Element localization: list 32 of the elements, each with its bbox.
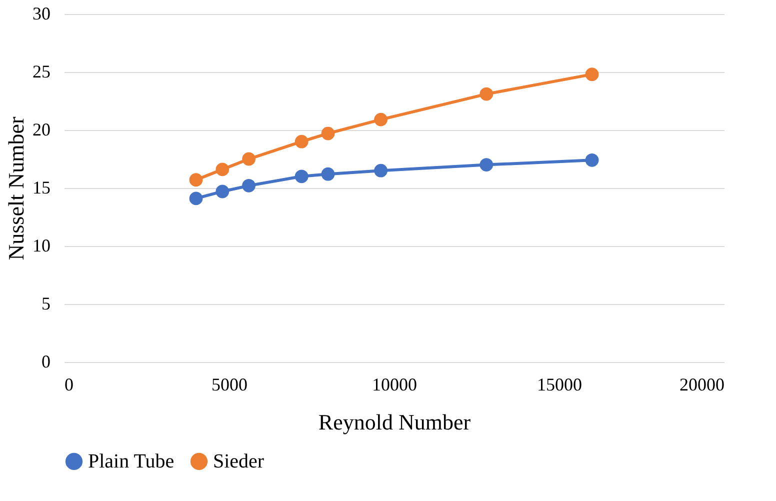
- point: [585, 153, 599, 167]
- x-tick-label: 15000: [537, 374, 582, 394]
- point: [585, 68, 599, 82]
- point: [242, 178, 256, 192]
- y-tick-label: 30: [32, 4, 50, 24]
- point: [242, 152, 256, 166]
- point: [189, 173, 203, 187]
- legend-label: Sieder: [213, 450, 264, 472]
- x-tick-label: 20000: [680, 374, 724, 394]
- point: [294, 170, 308, 184]
- y-tick-label: 0: [42, 352, 50, 372]
- x-axis-title: Reynold Number: [318, 410, 472, 434]
- y-tick-label: 15: [32, 178, 50, 198]
- point: [216, 184, 230, 198]
- point: [480, 87, 494, 101]
- y-axis-title: Nusselt Number: [4, 116, 28, 260]
- y-tick-label: 5: [42, 294, 50, 314]
- x-tick-label: 10000: [372, 374, 417, 394]
- point: [294, 134, 308, 148]
- point: [189, 192, 203, 206]
- point: [374, 164, 388, 178]
- y-tick-label: 10: [32, 236, 50, 256]
- point: [321, 167, 335, 181]
- point: [480, 158, 494, 172]
- y-tick-label: 25: [32, 62, 50, 82]
- point: [374, 112, 388, 126]
- point: [321, 126, 335, 140]
- x-tick-label: 5000: [212, 374, 248, 394]
- point: [216, 162, 230, 176]
- x-tick-label: 0: [64, 374, 74, 394]
- y-tick-label: 20: [32, 120, 50, 140]
- legend-label: Plain Tube: [88, 450, 174, 472]
